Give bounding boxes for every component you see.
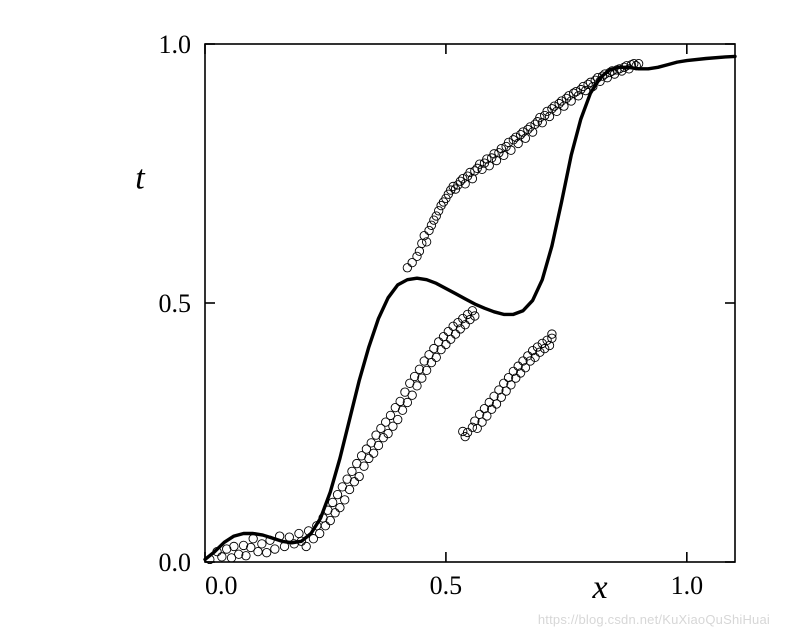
scatter-point <box>348 467 356 475</box>
scatter-point <box>315 529 323 537</box>
scatter-point <box>350 478 358 486</box>
x-axis-label: x <box>592 569 608 606</box>
scatter-point <box>442 340 450 348</box>
scatter-point <box>557 97 565 105</box>
scatter-point <box>326 516 334 524</box>
scatter-point <box>369 449 377 457</box>
y-tick-label: 0.5 <box>159 289 192 318</box>
scatter-point <box>218 553 226 561</box>
x-tick-label: 0.5 <box>430 571 463 600</box>
scatter-point <box>258 540 266 548</box>
scatter-point <box>328 498 336 506</box>
chart-svg: 0.0 0.5 1.0 0.0 0.5 1.0 t x <box>0 0 790 633</box>
scatter-point <box>230 542 238 550</box>
scatter-point <box>524 125 532 133</box>
scatter-point <box>345 485 353 493</box>
x-tick-label: 0.0 <box>205 571 238 600</box>
y-tick-label: 1.0 <box>159 30 192 59</box>
scatter-point <box>555 99 563 107</box>
scatter-point <box>333 490 341 498</box>
scatter-point <box>336 503 344 511</box>
scatter-point <box>418 239 426 247</box>
scatter-point <box>408 391 416 399</box>
scatter-point <box>321 522 329 530</box>
scatter-point <box>413 382 421 390</box>
scatter-point <box>403 264 411 272</box>
scatter-point <box>545 112 553 120</box>
scatter-point <box>447 335 455 343</box>
scatter-point <box>408 258 416 266</box>
scatter-point <box>249 534 257 542</box>
scatter-point <box>548 105 556 113</box>
scatter-point <box>528 128 536 136</box>
scatter-point <box>432 353 440 361</box>
scatter-point <box>560 102 568 110</box>
scatter-point <box>360 462 368 470</box>
scatter-point <box>394 415 402 423</box>
scatter-point <box>374 441 382 449</box>
scatter-point <box>567 97 575 105</box>
scatter-point <box>295 529 303 537</box>
scatter-point <box>425 226 433 234</box>
scatter-point <box>271 545 279 553</box>
chart-container: 0.0 0.5 1.0 0.0 0.5 1.0 t x https://blog.csdn.n… <box>0 0 790 633</box>
scatter-point <box>550 102 558 110</box>
scatter-point <box>459 174 467 182</box>
y-axis-label: t <box>135 160 146 197</box>
x-tick-label: 1.0 <box>671 571 704 600</box>
scatter-point <box>553 107 561 115</box>
scatter-point <box>459 427 467 435</box>
scatter-point <box>355 472 363 480</box>
scatter-point <box>331 509 339 517</box>
scatter-point <box>562 94 570 102</box>
scatter-point <box>451 330 459 338</box>
scatter-point <box>302 542 310 550</box>
scatter-point <box>526 123 534 131</box>
scatter-point <box>434 207 442 215</box>
scatter-point <box>254 547 262 555</box>
scatter-point <box>341 496 349 504</box>
scatter-point <box>398 406 406 414</box>
fitted-curve <box>205 56 735 559</box>
scatter-point <box>415 247 423 255</box>
scatter-point <box>262 548 270 556</box>
y-tick-label: 0.0 <box>159 548 192 577</box>
watermark-text: https://blog.csdn.net/KuXiaoQuShiHuai <box>538 612 770 627</box>
scatter-point <box>365 454 373 462</box>
scatter-point <box>427 221 435 229</box>
